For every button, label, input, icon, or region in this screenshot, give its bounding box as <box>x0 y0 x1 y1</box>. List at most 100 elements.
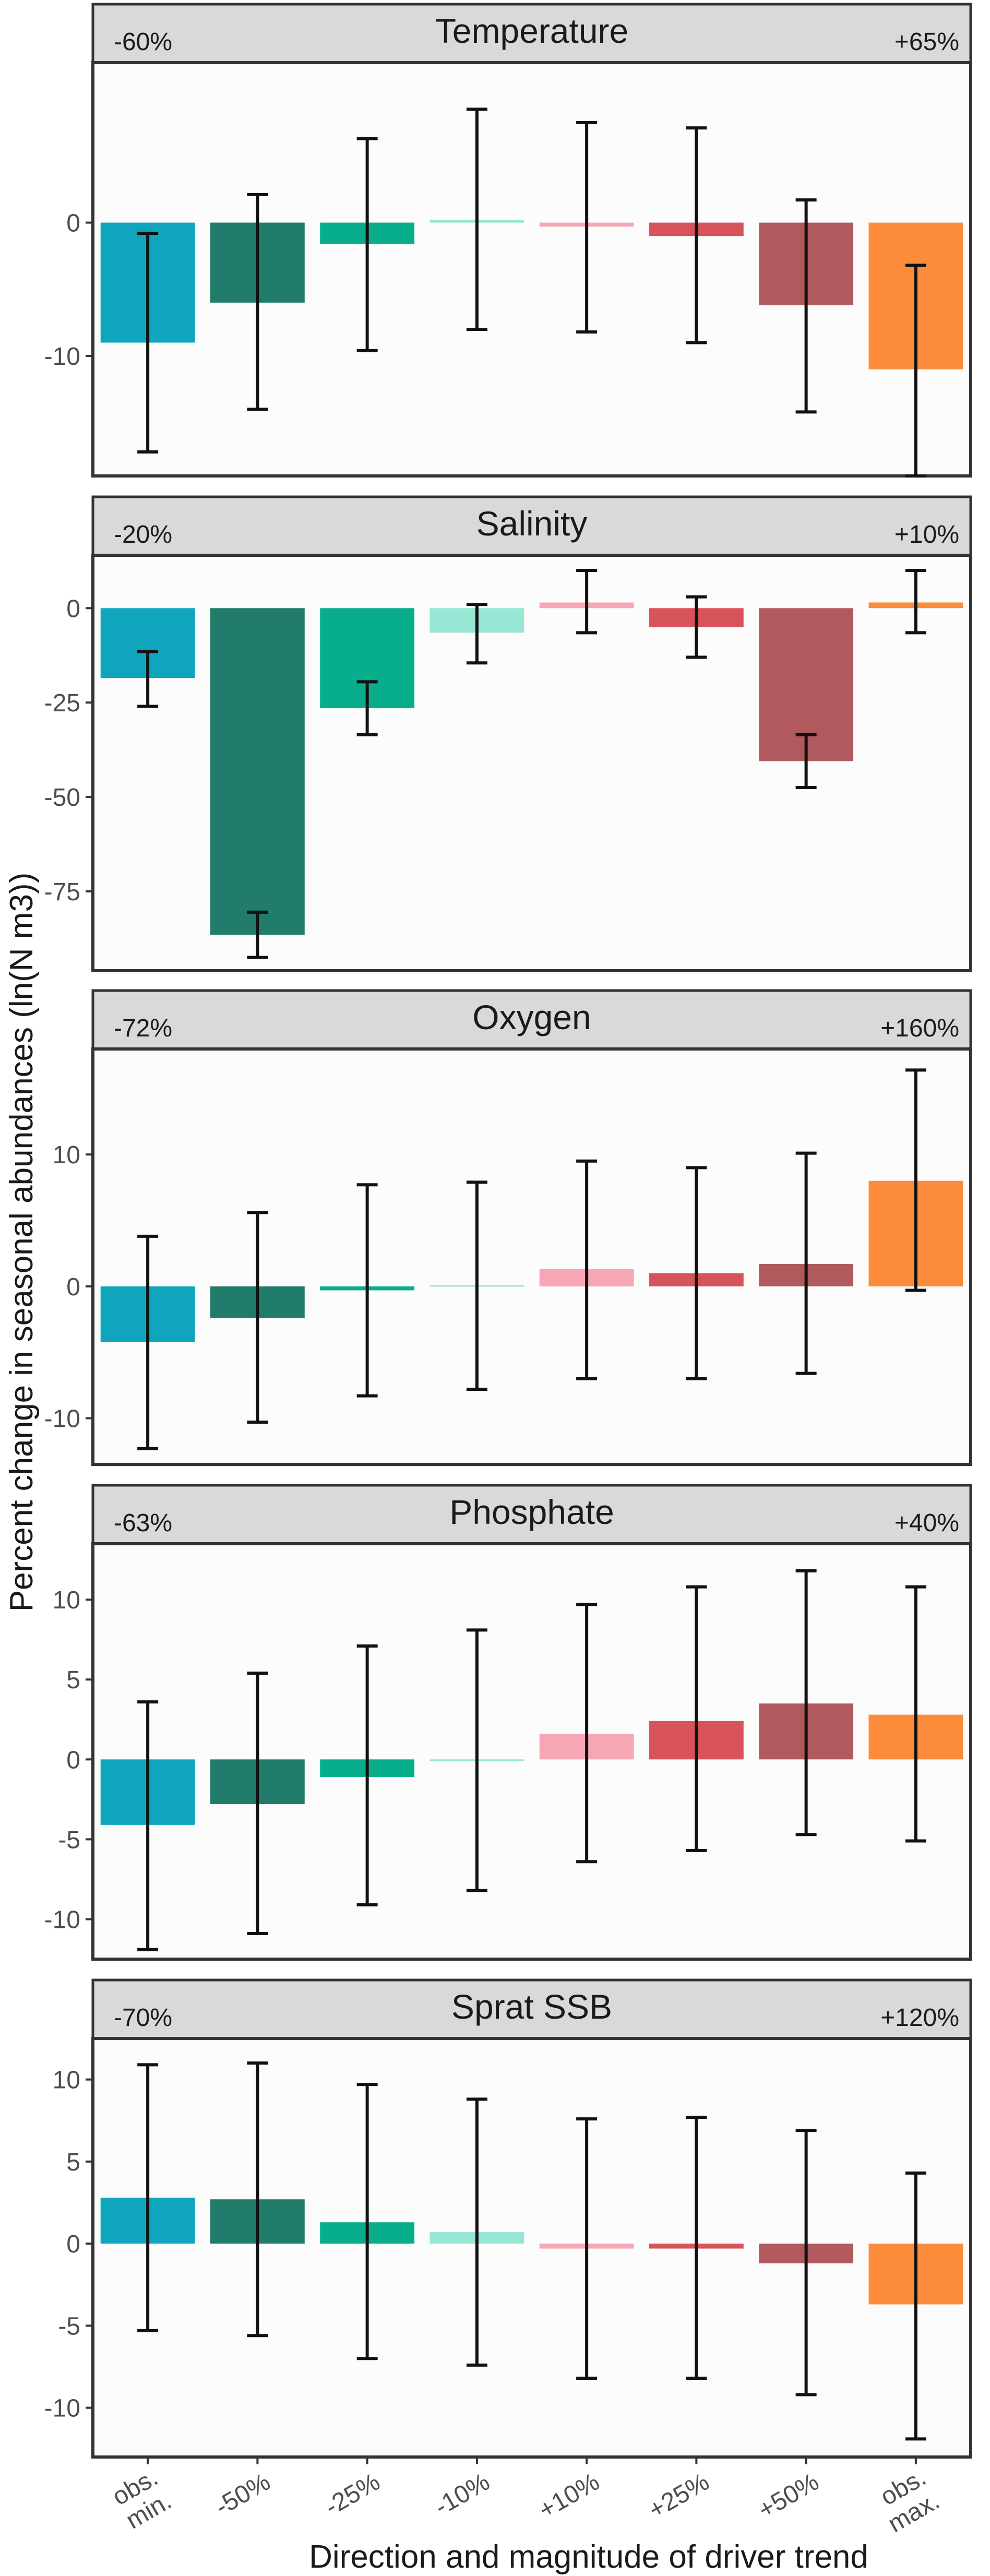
error-bar <box>576 121 598 334</box>
error-bar <box>137 2063 159 2332</box>
y-tick-label: -50 <box>44 784 80 812</box>
x-tick-label-group: -50% <box>210 2468 275 2521</box>
y-tick-label: -75 <box>44 878 80 906</box>
error-bar <box>905 1585 926 1843</box>
error-bar <box>137 1234 159 1450</box>
panel-min-change-label: -63% <box>114 1509 172 1537</box>
panel-phosphate: Phosphate -63% +40% 10 5 0 -5 -10 <box>44 1484 972 1961</box>
strip-background <box>91 3 972 64</box>
y-axis-title: Percent change in seasonal abundances (l… <box>4 873 40 1612</box>
panel-salinity: Salinity -20% +10% 0 -25 -50 -75 <box>44 495 972 972</box>
error-bar <box>576 2117 598 2380</box>
x-tick-label-group: -25% <box>320 2468 385 2521</box>
error-bar <box>686 126 707 344</box>
panel-max-change-label: +120% <box>880 2004 959 2032</box>
strip-background <box>91 989 972 1051</box>
error-bar <box>466 603 487 665</box>
error-bar <box>576 568 598 635</box>
x-tick-label-group: +50% <box>754 2468 824 2524</box>
x-tick-label: +50% <box>754 2468 824 2524</box>
panel-sprat-ssb: Sprat SSB -70% +120% 10 5 0 -5 -10 <box>44 1978 972 2459</box>
x-tick-label: -50% <box>210 2468 275 2521</box>
y-tick-label: -10 <box>44 1906 80 1934</box>
x-tick-label: +10% <box>534 2468 604 2524</box>
error-bar <box>247 2061 268 2338</box>
error-bar <box>137 650 159 708</box>
panel-temperature: Temperature -60% +65% 0 -10 <box>44 3 972 478</box>
y-tick-label: 10 <box>53 1141 80 1169</box>
error-bar <box>905 568 926 635</box>
error-bar <box>356 2083 378 2360</box>
panel-min-change-label: -20% <box>114 521 172 548</box>
panel-title: Temperature <box>435 11 629 50</box>
error-bar <box>137 232 159 454</box>
y-tick-label: 0 <box>66 210 80 237</box>
panel-max-change-label: +10% <box>894 521 959 548</box>
error-bar <box>466 108 487 331</box>
error-bar <box>356 1644 378 1906</box>
error-bar <box>247 1211 268 1424</box>
error-bar <box>686 1166 707 1380</box>
y-tick-label: 5 <box>66 2149 80 2176</box>
panel-title: Phosphate <box>449 1493 614 1531</box>
x-axis-title: Direction and magnitude of driver trend <box>309 2539 868 2575</box>
error-bar <box>795 1151 817 1375</box>
error-bar <box>356 137 378 352</box>
x-tick-label: +25% <box>644 2468 714 2524</box>
x-tick-label-group: +25% <box>644 2468 714 2524</box>
strip-background <box>91 1978 972 2040</box>
error-bar <box>905 264 926 478</box>
panel-min-change-label: -70% <box>114 2004 172 2032</box>
y-tick-label: 0 <box>66 1273 80 1301</box>
x-tick-label: -25% <box>320 2468 385 2521</box>
error-bar <box>356 680 378 736</box>
error-bar <box>466 2097 487 2367</box>
y-tick-label: 0 <box>66 1746 80 1774</box>
panel-max-change-label: +160% <box>880 1015 959 1042</box>
y-tick-label: -5 <box>58 1826 80 1854</box>
x-axis: obs.min. -50% -25% -10% +10% +25% +50% obs.max. <box>108 2457 944 2538</box>
panel-min-change-label: -60% <box>114 28 172 56</box>
error-bar <box>686 1585 707 1852</box>
y-tick-label: -10 <box>44 1405 80 1433</box>
error-bar <box>356 1183 378 1398</box>
y-tick-label: 10 <box>53 1587 80 1614</box>
y-tick-label: 5 <box>66 1666 80 1694</box>
chart-panels: Temperature -60% +65% 0 -10 Salinity -20% +10% 0… <box>44 3 972 2459</box>
panel-title: Oxygen <box>472 998 591 1036</box>
bar <box>210 608 305 935</box>
x-tick-label-group: +10% <box>534 2468 604 2524</box>
y-tick-label: 10 <box>53 2067 80 2094</box>
panel-title: Sprat SSB <box>451 1987 612 2026</box>
plot-area <box>91 1047 972 1466</box>
error-bar <box>466 1180 487 1391</box>
y-tick-label: -10 <box>44 2395 80 2423</box>
error-bar <box>905 1068 926 1292</box>
y-tick-label: -10 <box>44 343 80 371</box>
error-bar <box>247 193 268 411</box>
panel-max-change-label: +40% <box>894 1509 959 1537</box>
error-bar <box>795 733 817 790</box>
error-bar <box>686 595 707 659</box>
error-bar <box>247 1671 268 1936</box>
y-tick-label: 0 <box>66 2231 80 2258</box>
x-tick-label-group: obs.max. <box>876 2463 944 2538</box>
panel-oxygen: Oxygen -72% +160% 10 0 -10 <box>44 989 972 1466</box>
error-bar <box>576 1159 598 1380</box>
error-bar <box>466 1628 487 1892</box>
x-tick-label-group: obs.min. <box>108 2463 176 2534</box>
x-tick-label-group: -10% <box>430 2468 495 2521</box>
error-bar <box>795 1569 817 1836</box>
y-tick-label: -5 <box>58 2312 80 2340</box>
panel-title: Salinity <box>476 504 588 543</box>
error-bar <box>137 1700 159 1951</box>
y-tick-label: -25 <box>44 689 80 717</box>
error-bar <box>686 2115 707 2380</box>
error-bar <box>795 2129 817 2396</box>
x-tick-label: -10% <box>430 2468 495 2521</box>
panel-min-change-label: -72% <box>114 1015 172 1042</box>
panel-max-change-label: +65% <box>894 28 959 56</box>
error-bar <box>795 198 817 414</box>
error-bar <box>576 1603 598 1864</box>
